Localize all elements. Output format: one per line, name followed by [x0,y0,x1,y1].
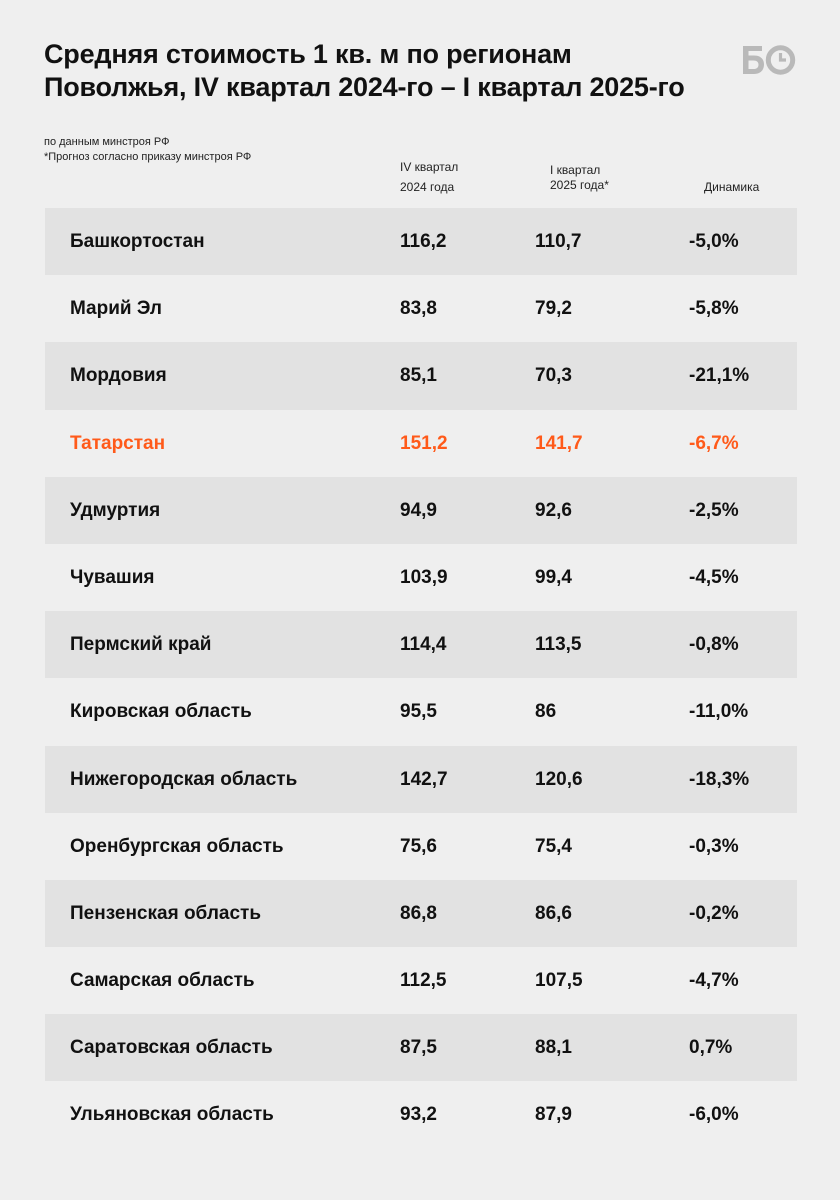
q4-value-cell: 85,1 [400,365,437,387]
q1-value-cell: 110,7 [535,231,582,252]
dynamics-cell: -0,8% [689,634,739,656]
table-row: Оренбургская область 75,6 75,4 -0,3% [45,813,797,880]
q1-value-cell: 88,1 [535,1037,572,1059]
title-line-1: Средняя стоимость 1 кв. м по регионам [44,39,572,69]
q4-value-cell: 93,2 [400,1104,437,1126]
q4-value-cell: 87,5 [400,1037,437,1059]
column-header-q4-2024: IV квартал 2024 года [400,157,458,197]
dynamics-cell: -18,3% [689,768,750,790]
q4-value-cell: 95,5 [400,701,437,723]
region-cell: Оренбургская область [70,835,284,857]
table-row: Пермский край 114,4 113,5 -0,8% [45,611,797,679]
q4-value-cell: 116,2 [400,231,447,252]
table-row: Нижегородская область 142,7 120,6 -18,3% [45,745,797,813]
region-cell: Пермский край [70,634,212,656]
q4-value-cell: 112,5 [400,970,447,992]
table-row: Удмуртия 94,9 92,6 -2,5% [45,476,797,544]
table-row: Самарская область 112,5 107,5 -4,7% [45,947,797,1014]
column-header-q1-line2: 2025 года* [550,178,609,192]
q1-value-cell: 86 [535,701,557,723]
region-cell: Пензенская область [70,902,262,924]
table-row: Чувашия 103,9 99,4 -4,5% [45,544,797,611]
price-table: Башкортостан 116,2 110,7 -5,0% Марий Эл 83,8 7… [45,208,797,1149]
region-cell: Нижегородская область [70,768,298,790]
column-header-q4-line2: 2024 года [400,180,455,194]
region-cell: Ульяновская область [70,1104,274,1126]
table-row: Пензенская область 86,8 86,6 -0,2% [45,879,797,948]
table-row: Башкортостан 116,2 110,7 -5,0% [45,208,797,276]
dynamics-cell: -0,3% [689,835,739,857]
q4-value-cell: 86,8 [400,902,437,924]
column-header-q1-2025: I квартал 2025 года* [550,163,609,193]
table-row: Татарстан 151,2 141,7 -6,7% [45,410,797,477]
q1-value-cell: 141,7 [535,432,583,454]
table-row: Марий Эл 83,8 79,2 -5,8% [45,275,797,342]
region-cell: Татарстан [70,432,166,454]
region-cell: Чувашия [70,566,155,588]
q1-value-cell: 120,6 [535,768,583,790]
source-note: по данным минстроя РФ [44,136,170,148]
region-cell: Мордовия [70,365,167,387]
table-row: Ульяновская область 93,2 87,9 -6,0% [45,1081,797,1148]
q1-value-cell: 86,6 [535,902,572,924]
table-row: Саратовская область 87,5 88,1 0,7% [45,1014,797,1082]
title-line-2: Поволжья, IV квартал 2024-го – I квартал… [44,72,685,102]
bo-logo-icon [743,45,796,75]
region-cell: Марий Эл [70,298,162,320]
table-row: Кировская область 95,5 86 -11,0% [45,678,797,745]
region-cell: Саратовская область [70,1037,273,1059]
dynamics-cell: -2,5% [689,499,739,521]
q1-value-cell: 70,3 [535,365,572,387]
column-header-dynamics: Динамика [704,177,759,197]
dynamics-cell: -5,8% [689,298,739,320]
region-cell: Удмуртия [70,499,161,521]
region-cell: Кировская область [70,701,252,723]
column-header-q1-line1: I квартал [550,163,601,177]
dynamics-cell: -6,0% [689,1104,739,1126]
region-cell: Самарская область [70,970,255,992]
column-header-dynamics-label: Динамика [704,180,760,194]
source-notes: по данным минстроя РФ *Прогноз согласно … [44,135,251,165]
dynamics-cell: -0,2% [689,902,739,924]
q4-value-cell: 151,2 [400,432,448,454]
dynamics-cell: -11,0% [689,701,749,723]
q1-value-cell: 75,4 [535,835,572,857]
q4-value-cell: 103,9 [400,566,448,588]
q4-value-cell: 114,4 [400,634,447,656]
page-title: Средняя стоимость 1 кв. м по регионам По… [44,38,744,104]
q1-value-cell: 99,4 [535,566,572,588]
dynamics-cell: 0,7% [689,1037,733,1059]
q4-value-cell: 75,6 [400,835,437,857]
forecast-note: *Прогноз согласно приказу минстроя РФ [44,151,252,163]
dynamics-cell: -4,5% [689,566,739,588]
q1-value-cell: 79,2 [535,298,572,320]
region-cell: Башкортостан [70,231,205,252]
q4-value-cell: 94,9 [400,499,437,521]
q1-value-cell: 107,5 [535,970,583,992]
q1-value-cell: 113,5 [535,634,582,656]
dynamics-cell: -5,0% [689,231,739,252]
column-header-q4-line1: IV квартал [400,160,459,174]
q1-value-cell: 92,6 [535,499,572,521]
dynamics-cell: -4,7% [689,970,739,992]
q1-value-cell: 87,9 [535,1104,572,1126]
dynamics-cell: -21,1% [689,365,750,387]
q4-value-cell: 83,8 [400,298,437,320]
dynamics-cell: -6,7% [689,432,739,454]
table-row: Мордовия 85,1 70,3 -21,1% [45,342,797,410]
q4-value-cell: 142,7 [400,768,448,790]
